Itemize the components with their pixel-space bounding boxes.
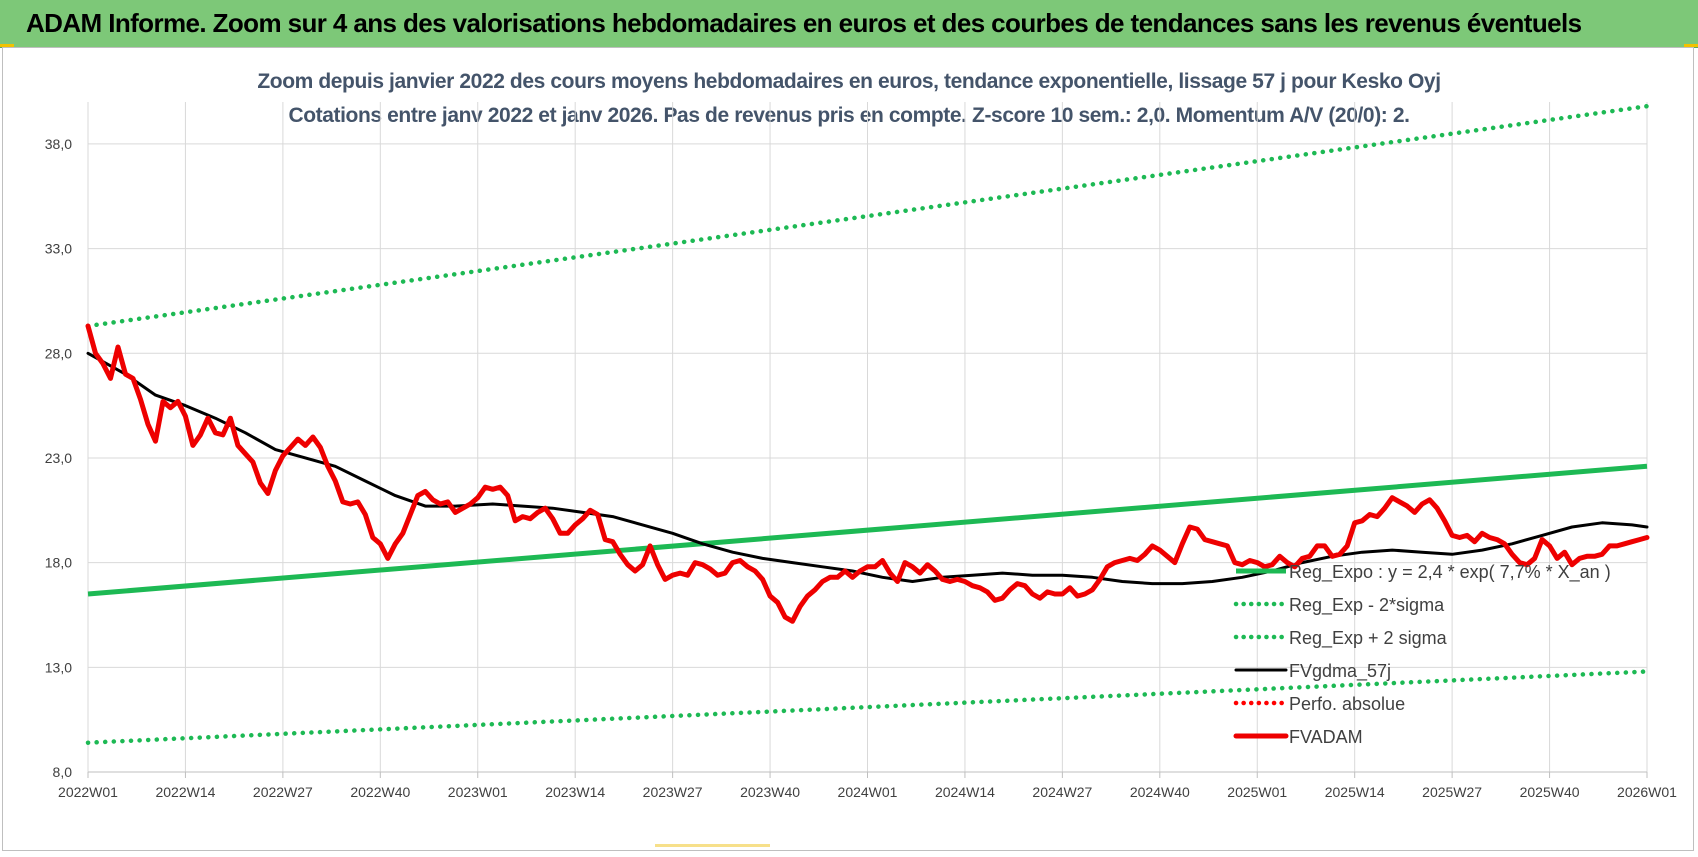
- corner-accent-right: [1684, 44, 1698, 47]
- banner-title: ADAM Informe. Zoom sur 4 ans des valoris…: [26, 8, 1582, 38]
- legend-label: Perfo. absolue: [1289, 694, 1405, 714]
- legend-label: FVgdma_57j: [1289, 661, 1391, 682]
- legend-label: Reg_Exp + 2 sigma: [1289, 628, 1448, 649]
- series-line-fvgdma-57j: [86, 351, 1649, 586]
- x-tick-label: 2025W27: [1422, 784, 1482, 800]
- x-tick-label: 2024W14: [935, 784, 995, 800]
- x-tick-label: 2023W27: [643, 784, 703, 800]
- series-line-fvadam: [85, 323, 1650, 624]
- legend-label: Reg_Exp - 2*sigma: [1289, 595, 1445, 616]
- x-tick-label: 2023W40: [740, 784, 800, 800]
- y-tick-label: 28,0: [45, 345, 72, 361]
- legend-label: FVADAM: [1289, 727, 1363, 747]
- y-tick-label: 13,0: [45, 659, 72, 675]
- chart-title: Zoom depuis janvier 2022 des cours moyen…: [257, 70, 1441, 93]
- y-tick-label: 23,0: [45, 450, 72, 466]
- x-tick-label: 2025W40: [1520, 784, 1580, 800]
- x-tick-label: 2023W01: [448, 784, 508, 800]
- x-tick-label: 2024W40: [1130, 784, 1190, 800]
- x-tick-label: 2023W14: [545, 784, 605, 800]
- grid: [87, 102, 1648, 778]
- x-tick-label: 2025W14: [1325, 784, 1385, 800]
- y-tick-label: 18,0: [45, 555, 72, 571]
- x-tick-label: 2024W27: [1032, 784, 1092, 800]
- x-tick-label: 2022W27: [253, 784, 313, 800]
- y-tick-label: 8,0: [53, 764, 73, 780]
- chart-frame: [2, 47, 1694, 851]
- x-tick-label: 2024W01: [838, 784, 898, 800]
- y-tick-label: 38,0: [45, 136, 72, 152]
- corner-accent-left: [0, 44, 14, 47]
- x-axis-ticks: 2022W01 2022W14 2022W27 2022W40 2023W01 2023W…: [58, 784, 1677, 800]
- x-tick-label: 2026W01: [1617, 784, 1677, 800]
- chart-subtitle: Cotations entre janv 2022 et janv 2026. …: [288, 104, 1410, 127]
- series-line-reg-expo-y-2-4-exp-7-7-x-an-: [87, 463, 1648, 597]
- y-tick-label: 33,0: [45, 241, 72, 257]
- series-line-reg-exp-2-sigma: [85, 669, 1650, 745]
- banner: ADAM Informe. Zoom sur 4 ans des valoris…: [0, 0, 1698, 48]
- series-group: [85, 103, 1650, 745]
- y-axis-ticks: 8,0 13,0 18,0 23,0 28,0 33,0 38,0: [45, 136, 72, 780]
- x-tick-label: 2022W40: [350, 784, 410, 800]
- x-tick-label: 2022W14: [155, 784, 215, 800]
- legend: Reg_Expo : y = 2,4 * exp( 7,7% * X_an ) R…: [1233, 562, 1611, 747]
- x-tick-label: 2022W01: [58, 784, 118, 800]
- x-tick-label: 2025W01: [1227, 784, 1287, 800]
- legend-label: Reg_Expo : y = 2,4 * exp( 7,7% * X_an ): [1289, 562, 1611, 583]
- bottom-accent: [655, 844, 770, 847]
